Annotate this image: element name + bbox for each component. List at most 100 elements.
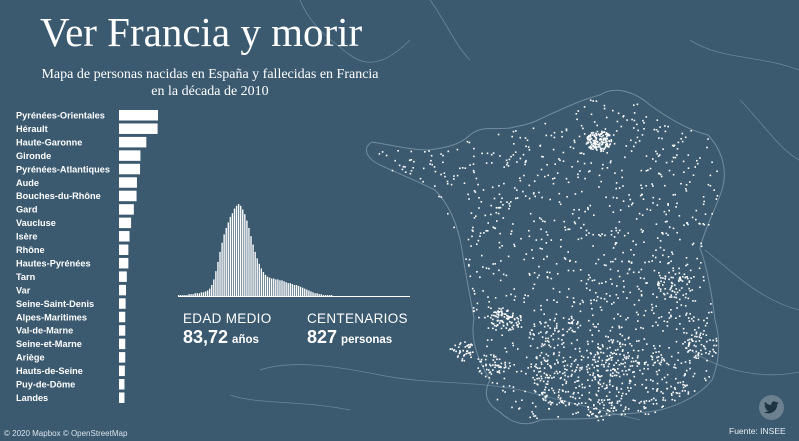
death-dot — [524, 137, 527, 139]
death-dot — [715, 340, 718, 342]
death-dot — [643, 122, 645, 124]
death-dot — [601, 130, 603, 133]
death-dot — [609, 379, 611, 382]
twitter-share-button[interactable] — [759, 395, 784, 420]
death-dot — [479, 360, 481, 363]
death-dot — [510, 322, 513, 324]
death-dot — [523, 297, 525, 300]
death-dot — [615, 130, 618, 132]
death-dot — [651, 183, 653, 185]
death-dot — [607, 358, 610, 361]
death-dot — [668, 311, 670, 314]
death-dot — [494, 297, 497, 299]
death-dot — [504, 361, 507, 364]
map-attribution[interactable]: © 2020 Mapbox © OpenStreetMap — [4, 429, 128, 438]
death-dot — [491, 186, 494, 189]
death-dot — [574, 370, 576, 373]
death-dot — [575, 412, 577, 414]
death-dot — [624, 406, 627, 408]
death-dot — [615, 362, 617, 364]
death-dot — [567, 228, 569, 231]
death-dot — [618, 221, 621, 223]
death-dot — [663, 210, 666, 213]
death-dot — [588, 170, 590, 173]
death-dot — [656, 373, 659, 376]
death-dot — [568, 288, 570, 290]
death-dot — [575, 387, 577, 389]
death-dot — [629, 291, 631, 294]
death-dot — [476, 302, 479, 305]
death-dot — [671, 160, 674, 163]
death-dot — [612, 339, 615, 341]
death-dot — [585, 143, 588, 145]
death-dot — [622, 280, 625, 282]
death-dot — [680, 138, 682, 140]
death-dot — [510, 293, 512, 296]
death-dot — [652, 202, 654, 204]
death-dot — [599, 142, 601, 144]
death-dot — [580, 368, 583, 370]
death-dot — [687, 277, 689, 280]
death-dot — [637, 129, 639, 132]
death-dot — [643, 241, 645, 243]
death-dot — [657, 284, 659, 286]
death-dot — [690, 338, 693, 340]
death-dot — [621, 395, 623, 397]
death-dot — [539, 379, 542, 382]
death-dot — [607, 369, 609, 372]
death-dot — [559, 203, 562, 206]
death-dot — [495, 211, 498, 214]
death-dot — [535, 239, 538, 241]
death-dot — [536, 174, 539, 177]
death-dot — [528, 184, 531, 187]
death-dot — [607, 365, 610, 368]
death-dot — [567, 269, 570, 272]
death-dot — [483, 232, 485, 234]
death-dot — [643, 128, 645, 130]
death-dot — [634, 384, 636, 386]
death-dot — [609, 268, 612, 271]
death-dot — [595, 138, 597, 140]
death-dot — [684, 305, 687, 307]
death-dot — [624, 365, 626, 368]
death-dot — [587, 356, 589, 359]
death-dot — [554, 363, 556, 365]
death-dot — [544, 321, 546, 324]
death-dot — [594, 415, 597, 417]
death-dot — [626, 119, 628, 121]
death-dot — [685, 190, 688, 192]
death-dot — [608, 410, 611, 412]
death-dot — [509, 205, 511, 207]
death-dot — [706, 317, 708, 319]
death-dot — [706, 340, 708, 343]
death-dot — [516, 161, 518, 163]
death-dot — [468, 258, 471, 261]
death-dot — [636, 103, 639, 106]
death-dot — [668, 169, 671, 172]
death-dot — [572, 147, 575, 150]
death-dot — [667, 203, 669, 205]
death-dot — [585, 287, 588, 290]
death-dot — [678, 277, 681, 279]
death-dot — [492, 323, 495, 325]
death-dot — [508, 207, 510, 210]
death-dot — [658, 287, 660, 289]
death-dot — [678, 298, 681, 301]
death-dot — [521, 399, 523, 401]
death-dot — [695, 331, 698, 334]
death-dot — [597, 143, 600, 146]
death-dot — [664, 125, 666, 127]
death-dot — [477, 358, 480, 360]
death-dot — [541, 155, 543, 158]
death-dot — [600, 309, 603, 311]
death-dot — [610, 230, 613, 232]
death-dot — [675, 288, 678, 290]
death-dot — [500, 327, 503, 330]
death-dot — [660, 175, 663, 178]
death-dot — [573, 391, 575, 394]
death-dot — [502, 204, 504, 206]
death-dot — [621, 370, 624, 372]
death-dot — [643, 363, 646, 366]
death-dot — [591, 308, 593, 310]
